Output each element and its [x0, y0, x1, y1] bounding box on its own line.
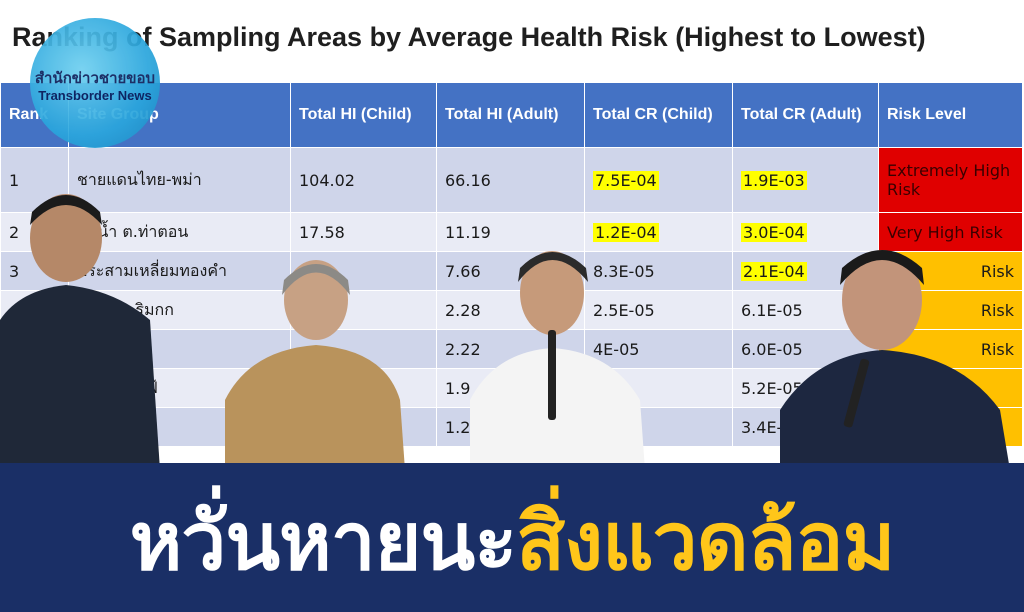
- slide-title: Ranking of Sampling Areas by Average Hea…: [12, 22, 926, 52]
- site-cell: ประสามเหลี่ยมทองคำ: [68, 251, 291, 291]
- risk-level-cell: Risk: [878, 251, 1023, 291]
- site-cell: แม่น้ำโขง: [68, 407, 291, 447]
- hi-adult-cell: 1.2: [436, 407, 585, 447]
- hi-child-cell: [290, 407, 437, 447]
- cr-child-cell: 8.3E-05: [584, 251, 733, 291]
- transborder-news-logo: สำนักข่าวชายขอบ Transborder News: [30, 18, 160, 148]
- risk-ranking-table: Rank Site Group Total HI (Child) Total H…: [0, 82, 1023, 447]
- highlighted-value: 1.2E-04: [593, 222, 659, 242]
- headline-banner: [0, 463, 1024, 612]
- header-hi-adult: Total HI (Adult): [436, 82, 585, 148]
- highlighted-value: 2.1E-04: [741, 261, 807, 281]
- headline-part-yellow: สิ่งแวดล้อม: [516, 495, 895, 588]
- risk-level-cell: [878, 368, 1023, 408]
- cr-child-cell: 05: [584, 407, 733, 447]
- risk-level-cell: Risk: [878, 329, 1023, 369]
- logo-english-text: Transborder News: [38, 88, 152, 103]
- table-row: 1 ชายแดนไทย-พม่า 104.02 66.16 7.5E-04 1.…: [0, 147, 1023, 213]
- header-cr-child: Total CR (Child): [584, 82, 733, 148]
- cr-adult-cell: 5.2E-05: [732, 368, 879, 408]
- table-row: 2 ลุ่มน้ำ ต.ท่าตอน 17.58 11.19 1.2E-04 3…: [0, 212, 1023, 252]
- rank-cell: [0, 368, 69, 408]
- headline: หวั่นหายนะสิ่งแวดล้อม: [0, 478, 1024, 605]
- hi-child-cell: [290, 251, 437, 291]
- hi-child-cell: [290, 329, 437, 369]
- hi-child-cell: [290, 290, 437, 330]
- cr-adult-cell: 6.0E-05: [732, 329, 879, 369]
- risk-level-cell: Risk: [878, 290, 1023, 330]
- header-cr-adult: Total CR (Adult): [732, 82, 879, 148]
- highlighted-value: 1.9E-03: [741, 170, 807, 190]
- site-cell: ชายแดนไทย-พม่า: [68, 147, 291, 213]
- table-row: ราย 2.22 4E-05 6.0E-05 Risk: [0, 329, 1023, 369]
- hi-adult-cell: 1.9: [436, 368, 585, 408]
- rank-cell: [0, 329, 69, 369]
- table-row: บ้านฟาร์มฟ้ 1.9 05 5.2E-05: [0, 368, 1023, 408]
- risk-level-cell: Very High Risk: [878, 212, 1023, 252]
- cr-child-cell: 05: [584, 368, 733, 408]
- hi-child-cell: [290, 368, 437, 408]
- highlighted-value: 7.5E-04: [593, 170, 659, 190]
- risk-level-cell: [878, 407, 1023, 447]
- cr-child-cell: 4E-05: [584, 329, 733, 369]
- logo-thai-text: สำนักข่าวชายขอบ: [34, 69, 156, 87]
- table-row: 3 ประสามเหลี่ยมทองคำ 7.66 8.3E-05 2.1E-0…: [0, 251, 1023, 291]
- site-cell: ารักษ์ ต.ริมกก: [68, 290, 291, 330]
- hi-adult-cell: 2.28: [436, 290, 585, 330]
- table-row: แม่น้ำโขง 1.2 05 3.4E-: [0, 407, 1023, 447]
- header-risk-level: Risk Level: [878, 82, 1023, 148]
- rank-cell: 3: [0, 251, 69, 291]
- highlighted-value: 3.0E-04: [741, 222, 807, 242]
- headline-part-white: หวั่นหายนะ: [129, 495, 518, 588]
- table-row: 4 ารักษ์ ต.ริมกก 2.28 2.5E-05 6.1E-05 Ri…: [0, 290, 1023, 330]
- cr-adult-cell: 2.1E-04: [732, 251, 879, 291]
- hi-adult-cell: 66.16: [436, 147, 585, 213]
- cr-child-cell: 1.2E-04: [584, 212, 733, 252]
- rank-cell: 4: [0, 290, 69, 330]
- header-hi-child: Total HI (Child): [290, 82, 437, 148]
- hi-adult-cell: 7.66: [436, 251, 585, 291]
- site-cell: บ้านฟาร์มฟ้: [68, 368, 291, 408]
- cr-adult-cell: 1.9E-03: [732, 147, 879, 213]
- site-cell: ลุ่มน้ำ ต.ท่าตอน: [68, 212, 291, 252]
- cr-adult-cell: 3.4E-: [732, 407, 879, 447]
- rank-cell: [0, 407, 69, 447]
- risk-level-cell: Extremely High Risk: [878, 147, 1023, 213]
- hi-child-cell: 17.58: [290, 212, 437, 252]
- cr-child-cell: 2.5E-05: [584, 290, 733, 330]
- cr-adult-cell: 6.1E-05: [732, 290, 879, 330]
- hi-adult-cell: 11.19: [436, 212, 585, 252]
- hi-child-cell: 104.02: [290, 147, 437, 213]
- rank-cell: 2: [0, 212, 69, 252]
- rank-cell: 1: [0, 147, 69, 213]
- cr-adult-cell: 3.0E-04: [732, 212, 879, 252]
- site-cell: ราย: [68, 329, 291, 369]
- cr-child-cell: 7.5E-04: [584, 147, 733, 213]
- hi-adult-cell: 2.22: [436, 329, 585, 369]
